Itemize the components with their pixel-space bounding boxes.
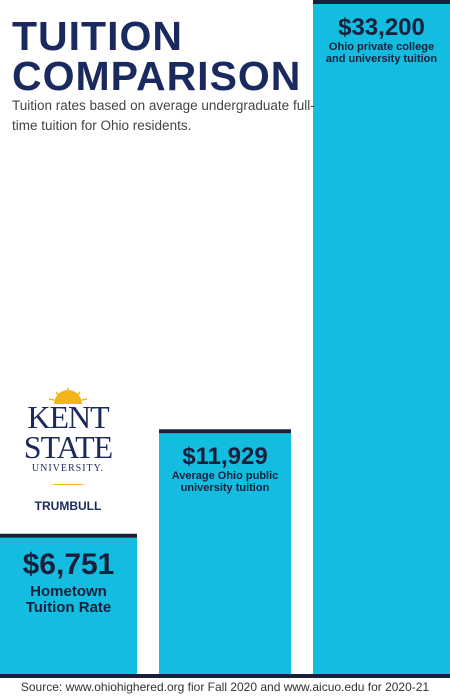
source: Source: www.ohiohighered.org fior Fall 2… (20, 680, 430, 694)
base-line (0, 674, 450, 678)
value-label: $33,200 (338, 14, 425, 41)
bar-cap (159, 429, 291, 434)
bar (313, 4, 450, 674)
category-label: Hometown Tuition Rate (25, 582, 112, 616)
bar (0, 537, 137, 674)
category-label: Average Ohio public university tuition (171, 470, 279, 494)
value-label: $11,929 (182, 443, 268, 471)
logo-line: STATE (23, 429, 113, 465)
bar-cap (313, 0, 450, 4)
logo: KENT STATE UNIVERSITY. TRUMBULL (18, 388, 118, 513)
logo-line: UNIVERSITY. (31, 463, 105, 474)
category-label: Ohio private college and university tuit… (325, 41, 438, 65)
bar (159, 433, 291, 674)
logo-sun (48, 388, 88, 404)
bar-cap (0, 533, 137, 538)
value-label: $6,751 (22, 547, 115, 581)
logo-line: KENT (27, 399, 109, 435)
title: TUITION COMPARISON (12, 13, 302, 99)
subtitle: Tuition rates based on average undergrad… (12, 98, 315, 133)
logo-campus: TRUMBULL (34, 499, 102, 513)
